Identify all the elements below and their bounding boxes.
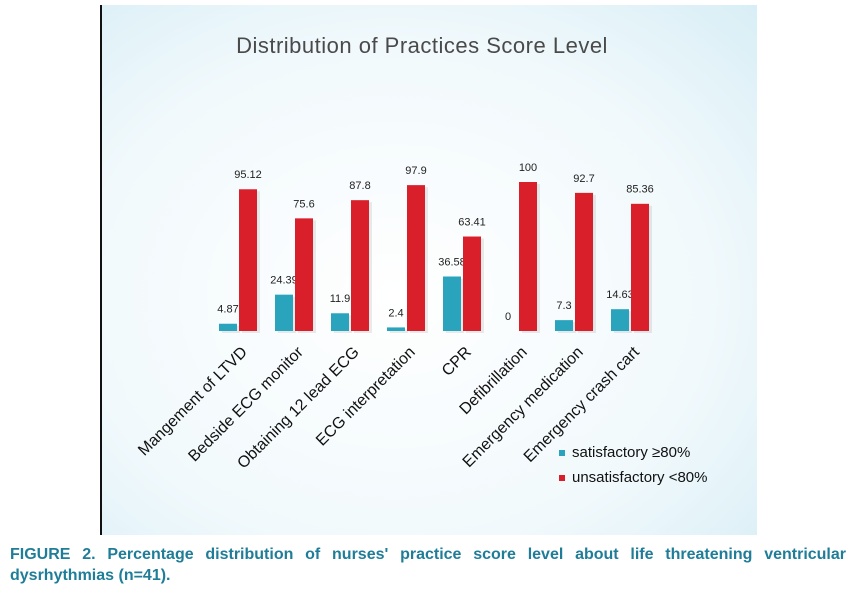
value-label: 63.41 <box>458 216 486 228</box>
value-label: 36.58 <box>438 256 466 268</box>
chart: Distribution of Practices Score Level 4.… <box>100 5 757 535</box>
bar <box>407 185 425 331</box>
bar <box>351 200 369 331</box>
value-label: 87.8 <box>349 180 370 192</box>
value-label: 75.6 <box>293 198 314 210</box>
value-label: 14.63 <box>606 289 634 301</box>
bar <box>239 189 257 331</box>
bar <box>575 192 593 331</box>
value-label: 7.3 <box>556 300 571 312</box>
chart-title: Distribution of Practices Score Level <box>236 33 608 58</box>
bar-shadow <box>390 329 408 333</box>
bar <box>275 294 293 331</box>
bar <box>443 276 461 331</box>
bar <box>219 323 237 331</box>
bar <box>555 320 573 331</box>
value-label: 2.4 <box>388 307 403 319</box>
value-label: 95.12 <box>234 169 262 181</box>
value-label: 0 <box>505 311 511 323</box>
value-label: 100 <box>519 162 537 174</box>
value-label: 85.36 <box>626 184 654 196</box>
legend-label: satisfactory ≥80% <box>572 444 690 461</box>
value-label: 97.9 <box>405 165 426 177</box>
caption: FIGURE 2. Percentage distribution of nur… <box>10 546 846 584</box>
bar <box>631 203 649 331</box>
bar <box>295 218 313 331</box>
bar <box>463 236 481 331</box>
bar <box>387 327 405 331</box>
value-label: 24.39 <box>270 275 298 287</box>
value-label: 92.7 <box>573 173 594 185</box>
bar <box>519 182 537 331</box>
legend-swatch <box>559 450 565 456</box>
legend-label: unsatisfactory <80% <box>572 469 708 486</box>
legend-swatch <box>559 475 565 481</box>
bar <box>331 313 349 331</box>
bar <box>611 309 629 331</box>
value-label: 4.87 <box>217 304 238 316</box>
value-label: 11.9 <box>330 293 351 305</box>
